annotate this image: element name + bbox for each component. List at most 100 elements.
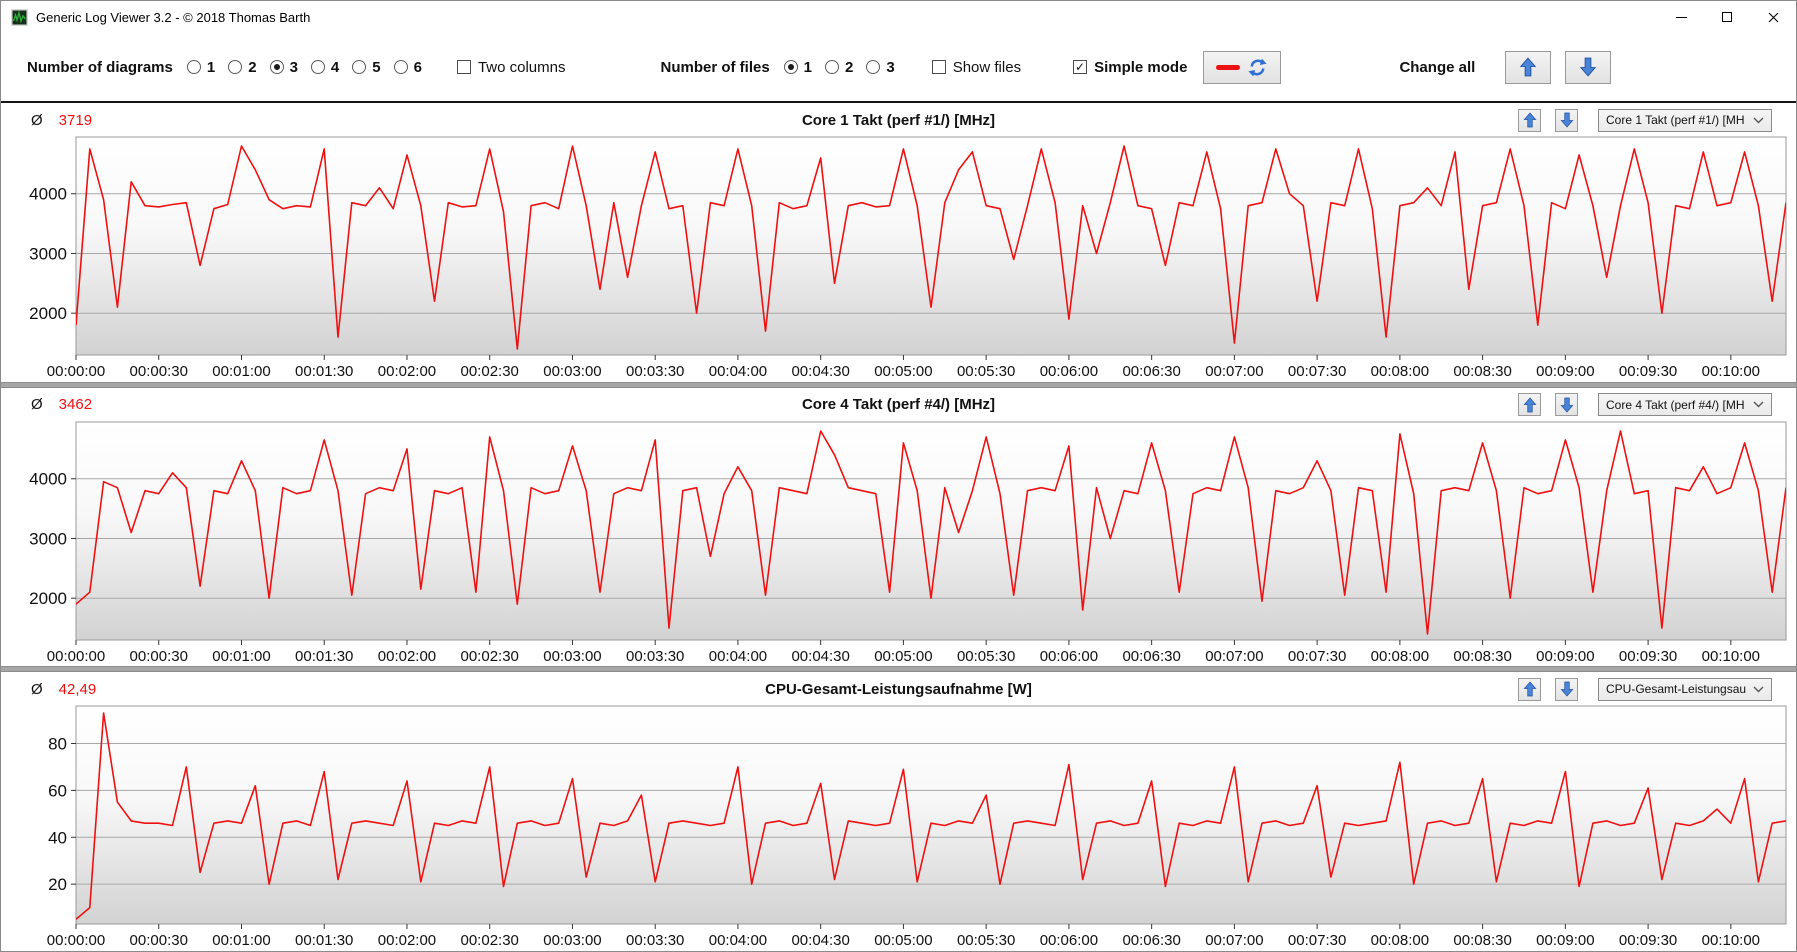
radio-icon (866, 60, 881, 74)
panel-header: Ø 3719 Core 1 Takt (perf #1/) [MHz] Core… (1, 103, 1796, 133)
show-files-checkbox[interactable]: Show files (931, 59, 1021, 76)
radio-icon (352, 60, 367, 74)
diagrams-option-6[interactable]: 6 (393, 58, 422, 76)
svg-text:00:00:00: 00:00:00 (47, 648, 105, 665)
svg-text:40: 40 (48, 829, 67, 848)
panel-header: Ø 42,49 CPU-Gesamt-Leistungsaufnahme [W]… (1, 672, 1796, 702)
radio-icon (393, 60, 408, 74)
radio-label: 4 (330, 58, 340, 76)
close-icon (1768, 12, 1778, 22)
diagrams-option-4[interactable]: 4 (310, 58, 340, 76)
two-columns-label: Two columns (477, 58, 566, 76)
svg-text:00:01:00: 00:01:00 (212, 932, 270, 949)
panel-splitter[interactable] (1, 666, 1796, 673)
move-chart-up-button[interactable] (1518, 108, 1541, 132)
files-option-3[interactable]: 3 (866, 59, 895, 76)
svg-text:00:01:30: 00:01:30 (295, 932, 353, 949)
average-value: 3719 (58, 111, 93, 129)
change-all-up-button[interactable] (1505, 50, 1552, 84)
minimize-button[interactable] (1658, 1, 1704, 33)
arrow-up-icon (1523, 681, 1536, 697)
app-icon (11, 8, 28, 26)
signal-select-dropdown[interactable]: Core 1 Takt (perf #1/) [MH (1598, 108, 1772, 132)
svg-text:3000: 3000 (29, 244, 67, 263)
svg-text:00:09:00: 00:09:00 (1536, 648, 1594, 665)
average-readout: Ø 3719 (31, 112, 92, 129)
radio-label: 6 (413, 58, 422, 76)
signal-select-dropdown[interactable]: Core 4 Takt (perf #4/) [MH (1598, 393, 1772, 417)
radio-label: 1 (803, 58, 813, 76)
move-chart-down-button[interactable] (1555, 393, 1578, 417)
change-all-down-button[interactable] (1565, 50, 1612, 84)
svg-text:00:03:30: 00:03:30 (626, 648, 684, 665)
svg-text:00:08:30: 00:08:30 (1453, 648, 1511, 665)
svg-text:00:04:30: 00:04:30 (791, 648, 849, 665)
arrow-down-icon (1580, 57, 1597, 77)
line-style-refresh-button[interactable] (1203, 50, 1282, 84)
chart-panel-cpu-power: Ø 42,49 CPU-Gesamt-Leistungsaufnahme [W]… (1, 672, 1796, 952)
line-style-icon (1216, 64, 1241, 70)
move-chart-down-button[interactable] (1555, 677, 1578, 701)
svg-text:00:10:00: 00:10:00 (1702, 363, 1760, 380)
radio-icon (186, 60, 201, 74)
radio-label: 2 (845, 58, 854, 76)
svg-text:00:06:00: 00:06:00 (1040, 648, 1098, 665)
panel-controls: Core 4 Takt (perf #4/) [MH (1504, 393, 1772, 417)
svg-text:00:06:30: 00:06:30 (1122, 932, 1180, 949)
diagrams-option-5[interactable]: 5 (352, 59, 381, 76)
panel-splitter[interactable] (1, 381, 1796, 388)
svg-text:00:03:00: 00:03:00 (543, 932, 601, 949)
signal-select-dropdown[interactable]: CPU-Gesamt-Leistungsau (1598, 677, 1772, 701)
maximize-button[interactable] (1704, 1, 1750, 33)
svg-text:00:04:00: 00:04:00 (709, 648, 767, 665)
diagrams-option-1[interactable]: 1 (186, 59, 215, 76)
chart-plot: 2000 3000 4000 00:00:00 00:00:30 00:01:00 00:0… (1, 418, 1796, 667)
svg-text:00:04:00: 00:04:00 (709, 363, 767, 380)
average-symbol: Ø (31, 396, 43, 414)
arrow-up-icon (1523, 112, 1536, 128)
simple-mode-label: Simple mode (1094, 58, 1188, 76)
svg-text:00:06:00: 00:06:00 (1040, 932, 1098, 949)
diagrams-option-3[interactable]: 3 (269, 59, 298, 76)
arrow-down-icon (1560, 112, 1573, 128)
arrow-down-icon (1560, 681, 1573, 697)
svg-text:2000: 2000 (29, 589, 67, 608)
chart-panel-core4: Ø 3462 Core 4 Takt (perf #4/) [MHz] Core… (1, 387, 1796, 667)
arrow-down-icon (1560, 397, 1573, 413)
svg-text:00:08:00: 00:08:00 (1371, 648, 1429, 665)
simple-mode-checkbox[interactable]: ✓ Simple mode (1073, 59, 1187, 76)
change-all-label: Change all (1399, 58, 1476, 76)
svg-text:00:07:00: 00:07:00 (1205, 932, 1263, 949)
svg-text:00:04:30: 00:04:30 (791, 932, 849, 949)
diagrams-radio-group: 1 2 3 4 5 6 (186, 58, 435, 76)
svg-text:00:03:00: 00:03:00 (543, 363, 601, 380)
panel-header: Ø 3462 Core 4 Takt (perf #4/) [MHz] Core… (1, 388, 1796, 418)
svg-text:00:07:00: 00:07:00 (1205, 648, 1263, 665)
average-symbol: Ø (31, 680, 43, 698)
files-option-1[interactable]: 1 (783, 58, 813, 76)
svg-text:00:07:30: 00:07:30 (1288, 932, 1346, 949)
files-label: Number of files (660, 58, 770, 76)
move-chart-up-button[interactable] (1518, 677, 1541, 701)
close-button[interactable] (1750, 1, 1796, 33)
move-chart-down-button[interactable] (1555, 108, 1578, 132)
svg-text:00:08:30: 00:08:30 (1453, 932, 1511, 949)
chevron-down-icon (1753, 401, 1764, 408)
svg-text:00:03:30: 00:03:30 (626, 363, 684, 380)
diagrams-option-2[interactable]: 2 (228, 59, 257, 76)
signal-select-value: Core 4 Takt (perf #4/) [MH (1606, 397, 1745, 412)
radio-icon (310, 60, 325, 74)
move-chart-up-button[interactable] (1518, 393, 1541, 417)
svg-text:00:08:00: 00:08:00 (1371, 363, 1429, 380)
svg-text:00:02:30: 00:02:30 (461, 932, 519, 949)
svg-text:00:00:00: 00:00:00 (47, 363, 105, 380)
svg-text:00:02:30: 00:02:30 (461, 363, 519, 380)
svg-text:60: 60 (48, 782, 67, 801)
svg-text:00:10:00: 00:10:00 (1702, 932, 1760, 949)
svg-text:00:05:30: 00:05:30 (957, 648, 1015, 665)
svg-text:00:02:00: 00:02:00 (378, 932, 436, 949)
svg-text:00:05:00: 00:05:00 (874, 932, 932, 949)
arrow-up-icon (1523, 397, 1536, 413)
files-option-2[interactable]: 2 (825, 59, 853, 76)
two-columns-checkbox[interactable]: Two columns (456, 58, 566, 76)
